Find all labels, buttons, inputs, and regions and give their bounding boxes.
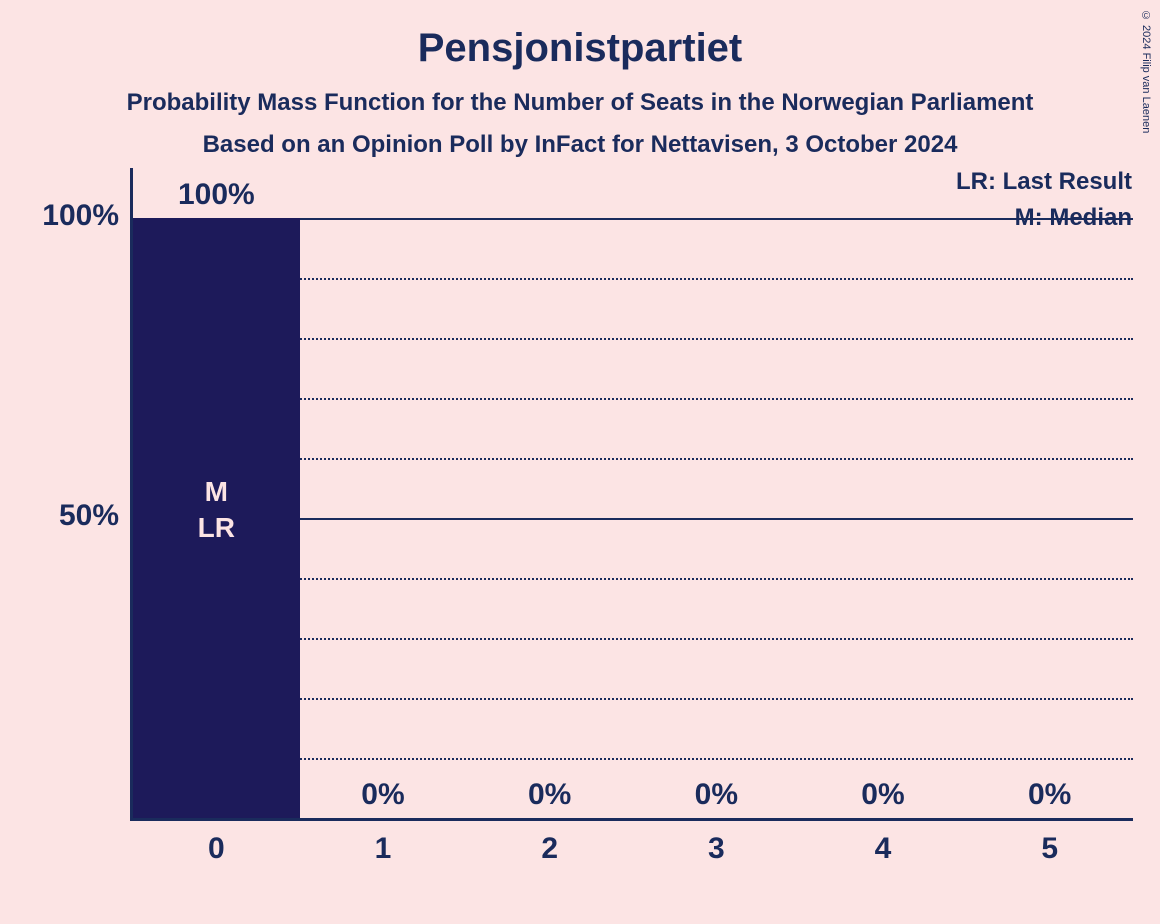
x-axis-tick-label: 1 [300,832,467,866]
y-axis-tick-label: 100% [0,199,119,233]
bar-value-label: 0% [800,778,967,812]
x-axis-tick-label: 3 [633,832,800,866]
x-axis-tick-label: 2 [466,832,633,866]
y-axis [130,168,133,821]
x-axis [130,818,1133,821]
bar: M LR [133,218,300,818]
chart-title: Pensjonistpartiet [0,0,1160,71]
legend-item: LR: Last Result [956,168,1132,196]
bar-value-label: 0% [966,778,1133,812]
legend-item: M: Median [1015,204,1132,232]
bar-annotation: LR [133,512,300,544]
copyright-text: © 2024 Filip van Laenen [1140,10,1152,133]
bar-value-label: 0% [633,778,800,812]
chart-subtitle-2: Based on an Opinion Poll by InFact for N… [0,131,1160,159]
bar-value-label: 0% [466,778,633,812]
y-axis-tick-label: 50% [0,499,119,533]
x-axis-tick-label: 0 [133,832,300,866]
bar-value-label: 0% [300,778,467,812]
x-axis-tick-label: 5 [966,832,1133,866]
bar-annotation: M [133,476,300,508]
chart-subtitle-1: Probability Mass Function for the Number… [0,89,1160,117]
bar-chart: 50%100%MLR100%00%10%20%30%40%5 [133,218,1133,818]
bar-value-label: 100% [133,178,300,212]
x-axis-tick-label: 4 [800,832,967,866]
